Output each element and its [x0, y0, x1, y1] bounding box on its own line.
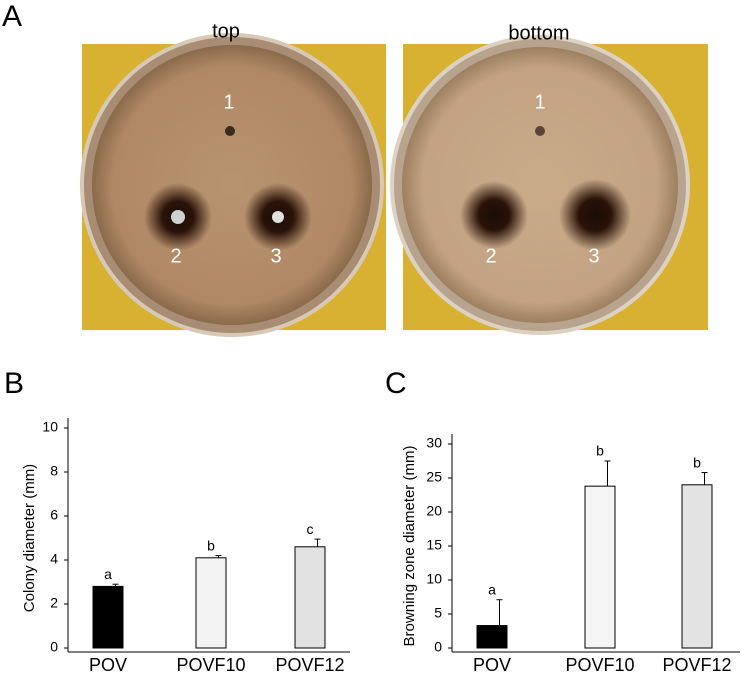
y-tick-label: 10: [426, 571, 442, 587]
y-tick-label: 10: [42, 419, 58, 435]
y-tick-label: 0: [434, 639, 442, 655]
panel-label: C: [385, 367, 407, 400]
spot-number: 1: [223, 91, 234, 113]
spot-number: 1: [534, 91, 545, 113]
y-tick-label: 15: [426, 537, 442, 553]
spot-number: 2: [485, 245, 496, 267]
x-tick-label: POVF10: [565, 655, 634, 675]
x-tick-label: POVF12: [275, 655, 344, 675]
panel-label: B: [4, 367, 24, 400]
bar: [92, 585, 124, 649]
significance-letter: a: [104, 566, 112, 582]
bar: [681, 484, 713, 649]
y-tick-label: 6: [50, 507, 58, 523]
spot-number: 2: [170, 245, 181, 267]
y-tick-label: 25: [426, 469, 442, 485]
x-tick-label: POV: [473, 655, 511, 675]
spot-number: 3: [588, 245, 599, 267]
y-tick-label: 5: [434, 605, 442, 621]
panel-label: A: [2, 0, 22, 33]
x-tick-label: POV: [89, 655, 127, 675]
x-tick-label: POVF10: [176, 655, 245, 675]
y-tick-label: 20: [426, 503, 442, 519]
y-tick-label: 30: [426, 435, 442, 451]
photo-title: bottom: [508, 22, 569, 44]
significance-letter: b: [693, 454, 701, 470]
bar: [294, 546, 326, 649]
significance-letter: b: [596, 443, 604, 459]
bar: [476, 625, 508, 649]
y-axis-label: Colony diameter (mm): [21, 464, 38, 612]
plate-photo: [80, 33, 386, 337]
y-tick-label: 4: [50, 551, 58, 567]
x-tick-label: POVF12: [662, 655, 731, 675]
bar: [195, 557, 227, 649]
spot-number: 3: [270, 245, 281, 267]
plate-photo: [390, 35, 708, 335]
y-tick-label: 2: [50, 595, 58, 611]
significance-letter: a: [488, 581, 496, 597]
photo-title: top: [212, 20, 240, 42]
y-tick-label: 0: [50, 639, 58, 655]
significance-letter: b: [207, 537, 215, 553]
y-axis-label: Browning zone diameter (mm): [401, 446, 418, 647]
y-tick-label: 8: [50, 463, 58, 479]
significance-letter: c: [307, 521, 314, 537]
bar: [584, 485, 616, 649]
